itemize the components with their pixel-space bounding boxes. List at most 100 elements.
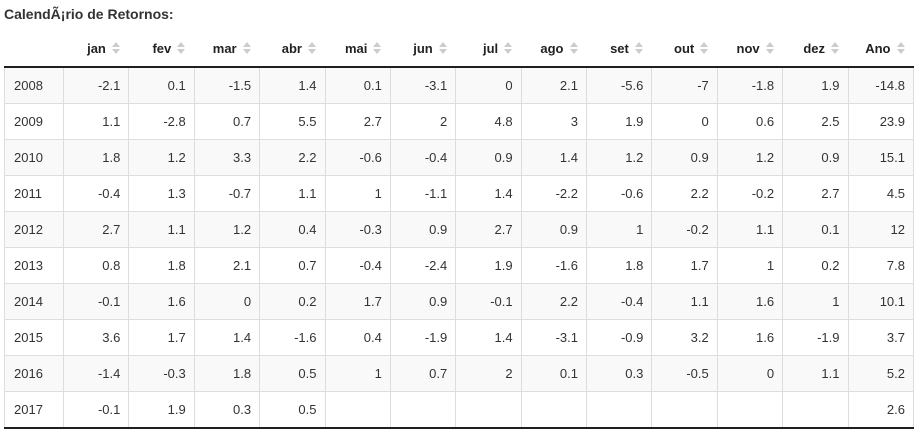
- sort-ascending-arrow-icon: [569, 41, 578, 47]
- sort-icon[interactable]: [634, 41, 644, 54]
- return-cell-2008-fev: 0.1: [128, 66, 195, 105]
- return-cell-2013-mai: -0.4: [324, 247, 391, 285]
- return-cell-2012-out: -0.2: [651, 211, 718, 249]
- column-header-out[interactable]: out: [652, 30, 717, 67]
- return-cell-2014-jul: -0.1: [455, 283, 522, 321]
- return-cell-2016-mai: 1: [324, 355, 391, 393]
- return-cell-2011-dez: 2.7: [782, 175, 849, 213]
- return-cell-2010-mar: 3.3: [193, 139, 261, 177]
- sort-icon[interactable]: [242, 41, 252, 54]
- sort-icon[interactable]: [373, 41, 382, 54]
- return-cell-2016-jul: 2: [455, 355, 522, 393]
- sort-descending-arrow-icon: [700, 48, 709, 54]
- table-body: 2008 -2.1 0.1 -1.5 1.4 0.1 -3.1 0 2.1 -5.6 -7 -1.8 1…: [4, 66, 914, 430]
- return-cell-2013-jan: 0.8: [62, 247, 130, 285]
- sort-icon[interactable]: [700, 41, 709, 54]
- returns-table: jan fev mar abr mai jun jul ago set out nov dez Ano …: [4, 30, 914, 430]
- sort-icon[interactable]: [765, 41, 775, 54]
- return-cell-2010-dez: 0.9: [782, 139, 849, 177]
- return-cell-2009-out: 0: [651, 103, 718, 141]
- return-cell-2015-abr: -1.6: [259, 319, 326, 357]
- column-header-nov[interactable]: nov: [717, 30, 782, 67]
- column-header-mai[interactable]: mai: [325, 30, 390, 67]
- sort-icon[interactable]: [831, 41, 840, 54]
- column-header-label: jan: [87, 41, 106, 57]
- year-column-header: [5, 30, 64, 67]
- return-cell-2009-nov: 0.6: [716, 103, 784, 141]
- column-header-set[interactable]: set: [587, 30, 652, 67]
- sort-icon[interactable]: [569, 41, 579, 54]
- sort-ascending-arrow-icon: [308, 41, 316, 47]
- return-cell-2010-ago: 1.4: [520, 139, 588, 177]
- return-cell-2015-set: -0.9: [585, 319, 653, 357]
- return-cell-2011-jul: 1.4: [455, 175, 522, 213]
- return-cell-2015-mar: 1.4: [193, 319, 261, 357]
- return-cell-2008-jun: -3.1: [389, 66, 457, 105]
- return-cell-2017-jun: [389, 391, 457, 430]
- column-header-jan[interactable]: jan: [64, 30, 129, 67]
- return-cell-2013-ago: -1.6: [520, 247, 588, 285]
- return-cell-2013-fev: 1.8: [128, 247, 195, 285]
- sort-ascending-arrow-icon: [765, 41, 774, 47]
- sort-icon[interactable]: [896, 41, 906, 54]
- return-cell-2017-jul: [455, 391, 522, 430]
- column-header-jun[interactable]: jun: [390, 30, 455, 67]
- return-cell-2014-out: 1.1: [651, 283, 718, 321]
- return-cell-2011-mai: 1: [324, 175, 391, 213]
- column-header-label: set: [610, 41, 629, 57]
- column-header-fev[interactable]: fev: [129, 30, 194, 67]
- page-title: CalendÃ¡rio de Retornos:: [4, 6, 174, 22]
- year-cell: 2016: [4, 355, 64, 393]
- sort-icon[interactable]: [504, 41, 513, 54]
- sort-icon[interactable]: [177, 41, 186, 54]
- return-cell-2010-fev: 1.2: [128, 139, 195, 177]
- sort-descending-arrow-icon: [634, 48, 643, 54]
- return-cell-2009-jul: 4.8: [455, 103, 522, 141]
- return-cell-2017-mai: [324, 391, 391, 430]
- return-cell-2016-fev: -0.3: [128, 355, 195, 393]
- column-header-label: fev: [152, 41, 172, 57]
- sort-descending-arrow-icon: [896, 48, 905, 54]
- sort-descending-arrow-icon: [242, 48, 251, 54]
- column-header-dez[interactable]: dez: [783, 30, 848, 67]
- return-cell-2009-jan: 1.1: [62, 103, 130, 141]
- sort-ascending-arrow-icon: [634, 41, 643, 47]
- return-cell-2008-mar: -1.5: [193, 66, 261, 105]
- return-cell-2014-fev: 1.6: [128, 283, 195, 321]
- return-cell-2011-jan: -0.4: [62, 175, 130, 213]
- column-header-ano[interactable]: Ano: [848, 30, 914, 67]
- column-header-label: out: [674, 41, 695, 57]
- return-cell-2012-fev: 1.1: [128, 211, 195, 249]
- table-row-2014: 2014 -0.1 1.6 0 0.2 1.7 0.9 -0.1 2.2 -0.4 1.1 1.6 1 1…: [4, 283, 914, 321]
- table-header: jan fev mar abr mai jun jul ago set out nov dez Ano: [5, 30, 914, 67]
- sort-icon[interactable]: [111, 41, 121, 54]
- return-cell-2008-set: -5.6: [585, 66, 653, 105]
- column-header-label: mai: [344, 41, 368, 57]
- column-header-ago[interactable]: ago: [521, 30, 586, 67]
- table-row-2011: 2011 -0.4 1.3 -0.7 1.1 1 -1.1 1.4 -2.2 -0.6 2.2 -0.…: [4, 175, 914, 213]
- column-header-jul[interactable]: jul: [456, 30, 521, 67]
- return-cell-2011-abr: 1.1: [259, 175, 326, 213]
- sort-ascending-arrow-icon: [438, 41, 447, 47]
- year-cell: 2017: [4, 391, 64, 430]
- return-cell-2012-jun: 0.9: [389, 211, 457, 249]
- column-header-abr[interactable]: abr: [260, 30, 325, 67]
- sort-ascending-arrow-icon: [700, 41, 709, 47]
- sort-ascending-arrow-icon: [177, 41, 186, 47]
- return-cell-2012-jan: 2.7: [62, 211, 130, 249]
- column-header-mar[interactable]: mar: [194, 30, 259, 67]
- sort-icon[interactable]: [308, 41, 317, 54]
- return-cell-2011-ago: -2.2: [520, 175, 588, 213]
- return-cell-2008-ago: 2.1: [520, 66, 588, 105]
- return-cell-2009-ago: 3: [520, 103, 588, 141]
- return-cell-2013-dez: 0.2: [782, 247, 849, 285]
- return-cell-2014-abr: 0.2: [259, 283, 326, 321]
- return-cell-2011-mar: -0.7: [193, 175, 261, 213]
- return-cell-2017-ano: 2.6: [847, 391, 914, 430]
- sort-icon[interactable]: [438, 41, 448, 54]
- return-cell-2017-dez: [782, 391, 849, 430]
- return-cell-2010-jun: -0.4: [389, 139, 457, 177]
- return-cell-2016-ano: 5.2: [847, 355, 914, 393]
- return-cell-2014-jan: -0.1: [62, 283, 130, 321]
- table-row-2009: 2009 1.1 -2.8 0.7 5.5 2.7 2 4.8 3 1.9 0 0.6 2.5 23.9: [4, 103, 914, 141]
